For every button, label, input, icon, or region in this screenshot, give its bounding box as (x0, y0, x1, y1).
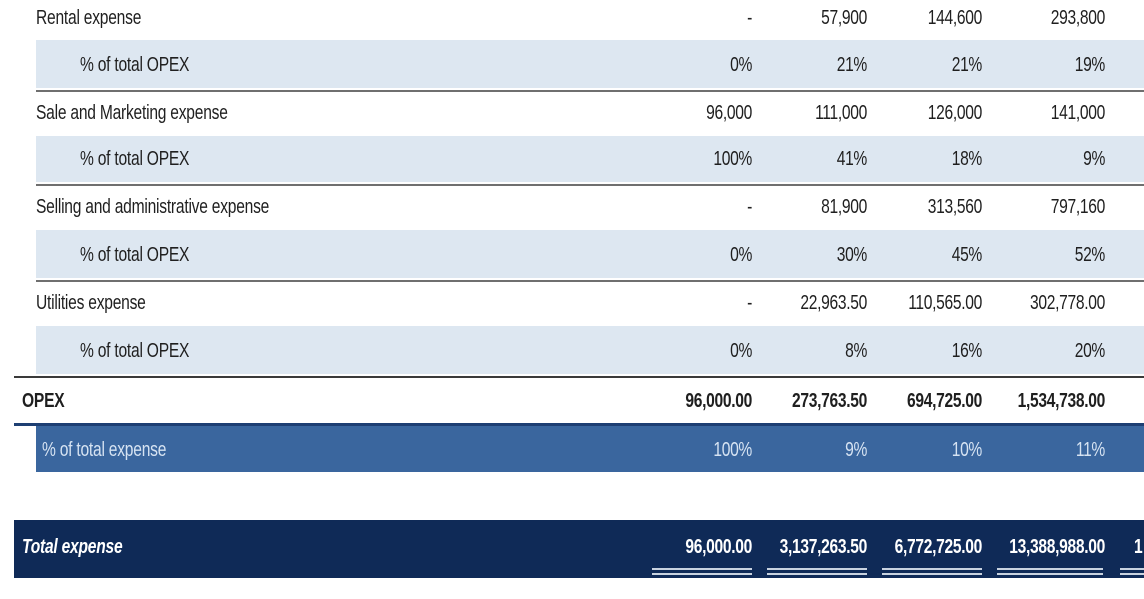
cell-year-3: 110,565.00 (908, 292, 982, 314)
cell-year-3: 694,725.00 (907, 390, 982, 412)
cell-year-3: 45% (951, 244, 983, 266)
cell-year-3: 10% (951, 439, 983, 461)
cell-year-1: 100% (713, 148, 752, 170)
cell-year-2: 81,900 (821, 196, 867, 218)
table-row-sales-marketing-pct: % of total OPEX 100% 41% 18% 9% (36, 136, 1144, 182)
cell-year-2: 3,137,263.50 (779, 536, 868, 558)
cell-year-2: 22,963.50 (800, 292, 867, 314)
double-underline (767, 568, 867, 570)
double-underline (882, 573, 982, 575)
cell-year-1: 96,000.00 (685, 536, 752, 558)
cell-year-4: 1,534,738.00 (1017, 390, 1106, 412)
table-row-sales-marketing-expense: Sale and Marketing expense 96,000 111,00… (36, 90, 1144, 136)
table-row-utilities-expense: Utilities expense - 22,963.50 110,565.00… (36, 280, 1144, 326)
cell-year-2: 57,900 (821, 7, 867, 29)
double-underline (652, 568, 752, 570)
cell-year-4: 797,160 (1050, 196, 1106, 218)
cell-year-3: 144,600 (927, 7, 983, 29)
double-underline (997, 568, 1103, 570)
cell-year-2: 273,763.50 (792, 390, 867, 412)
row-label: % of total OPEX (80, 54, 190, 76)
double-underline (1120, 568, 1144, 570)
cell-year-3: 18% (951, 148, 983, 170)
table-row-opex-total: OPEX 96,000.00 273,763.50 694,725.00 1,5… (14, 376, 1144, 424)
cell-year-4: 20% (1074, 340, 1106, 362)
row-label: % of total OPEX (80, 148, 190, 170)
table-row-rental-expense: Rental expense - 57,900 144,600 293,800 (0, 0, 1144, 40)
cell-year-1: - (747, 292, 752, 314)
cell-year-1: - (747, 7, 752, 29)
table-row-utilities-pct: % of total OPEX 0% 8% 16% 20% (36, 326, 1144, 374)
row-label: % of total OPEX (80, 340, 190, 362)
table-row-rental-pct: % of total OPEX 0% 21% 21% 19% (36, 40, 1144, 88)
cell-year-3: 126,000 (927, 102, 983, 124)
row-label: % of total expense (42, 439, 167, 461)
cell-year-5-cutoff: 1 (1134, 536, 1143, 558)
row-label: OPEX (22, 390, 65, 412)
cell-year-2: 41% (836, 148, 868, 170)
cell-year-4: 52% (1074, 244, 1106, 266)
cell-year-3: 313,560 (927, 196, 983, 218)
cell-year-4: 19% (1074, 54, 1106, 76)
row-label: Selling and administrative expense (36, 196, 270, 218)
row-label: Sale and Marketing expense (36, 102, 228, 124)
cell-year-4: 11% (1075, 439, 1105, 461)
cell-year-3: 6,772,725.00 (894, 536, 983, 558)
cell-year-1: 100% (713, 439, 752, 461)
cell-year-2: 9% (845, 439, 867, 461)
cell-year-2: 111,000 (815, 102, 867, 124)
cell-year-1: 96,000.00 (685, 390, 752, 412)
table-row-total-expense: Total expense 96,000.00 3,137,263.50 6,7… (14, 520, 1144, 578)
cell-year-2: 21% (836, 54, 868, 76)
opex-divider (14, 423, 1144, 426)
cell-year-1: 0% (730, 244, 752, 266)
table-row-selling-admin-pct: % of total OPEX 0% 30% 45% 52% (36, 230, 1144, 278)
double-underline (882, 568, 982, 570)
cell-year-2: 8% (845, 340, 867, 362)
cell-year-1: 0% (730, 54, 752, 76)
cell-year-3: 16% (951, 340, 983, 362)
cell-year-4: 141,000 (1050, 102, 1106, 124)
double-underline (767, 573, 867, 575)
cell-year-4: 302,778.00 (1030, 292, 1105, 314)
double-underline (652, 573, 752, 575)
cell-year-4: 293,800 (1050, 7, 1106, 29)
cell-year-4: 9% (1083, 148, 1105, 170)
cell-year-1: - (747, 196, 752, 218)
double-underline (1120, 573, 1144, 575)
row-label: Total expense (22, 536, 123, 558)
cell-year-1: 0% (730, 340, 752, 362)
cell-year-2: 30% (836, 244, 868, 266)
cell-year-4: 13,388,988.00 (1009, 536, 1105, 558)
row-label: % of total OPEX (80, 244, 190, 266)
cell-year-3: 21% (951, 54, 983, 76)
cell-year-1: 96,000 (706, 102, 752, 124)
double-underline (997, 573, 1103, 575)
table-row-opex-pct-of-expense: % of total expense 100% 9% 10% 11% (36, 426, 1144, 472)
row-label: Rental expense (36, 7, 142, 29)
row-label: Utilities expense (36, 292, 146, 314)
table-row-selling-admin-expense: Selling and administrative expense - 81,… (36, 184, 1144, 230)
